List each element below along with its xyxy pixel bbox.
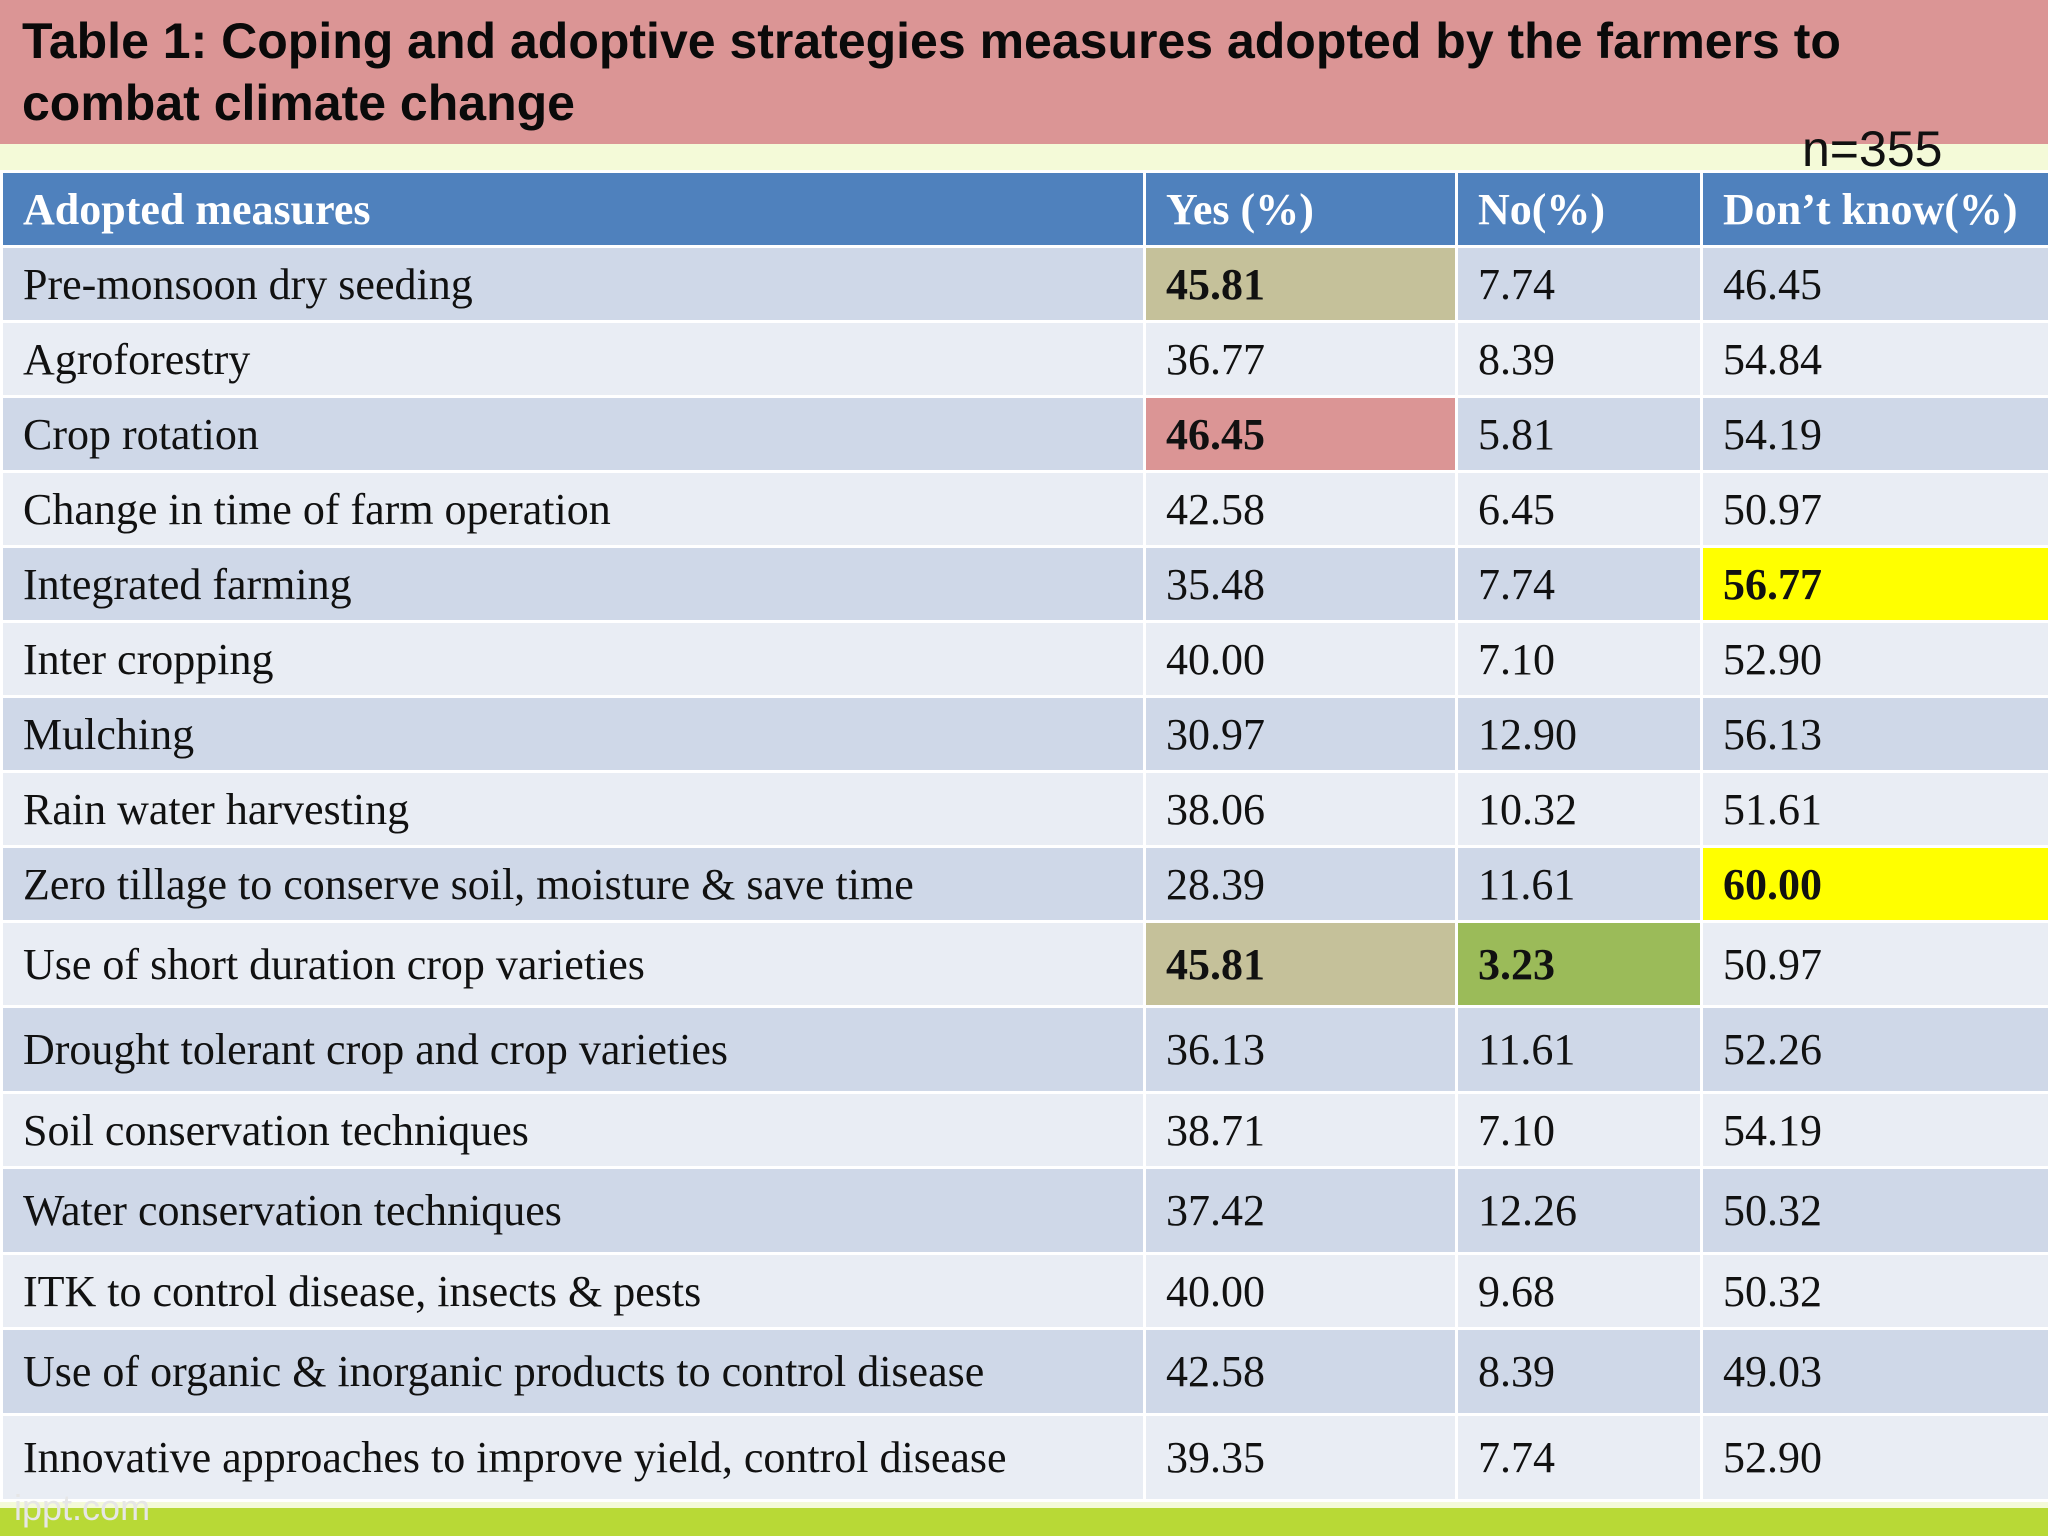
no-cell: 3.23	[1455, 920, 1703, 1008]
no-cell: 7.74	[1455, 1413, 1703, 1502]
header-adopted-measures: Adopted measures	[0, 170, 1146, 248]
measure-cell: Innovative approaches to improve yield, …	[0, 1413, 1146, 1502]
table-row: Water conservation techniques 37.42 12.2…	[0, 1166, 2048, 1255]
table-row: ITK to control disease, insects & pests …	[0, 1252, 2048, 1330]
yes-cell: 35.48	[1143, 545, 1458, 623]
header-yes: Yes (%)	[1143, 170, 1458, 248]
table-row: Mulching 30.97 12.90 56.13	[0, 695, 2048, 773]
table-row: Use of organic & inorganic products to c…	[0, 1327, 2048, 1416]
measure-cell: Use of organic & inorganic products to c…	[0, 1327, 1146, 1416]
yes-cell: 36.77	[1143, 320, 1458, 398]
measure-cell: Crop rotation	[0, 395, 1146, 473]
yes-cell: 40.00	[1143, 620, 1458, 698]
measure-cell: ITK to control disease, insects & pests	[0, 1252, 1146, 1330]
dont-know-cell: 51.61	[1700, 770, 2048, 848]
measure-cell: Use of short duration crop varieties	[0, 920, 1146, 1008]
dont-know-cell: 50.32	[1700, 1166, 2048, 1255]
dont-know-cell: 52.90	[1700, 1413, 2048, 1502]
yes-cell: 42.58	[1143, 470, 1458, 548]
dont-know-cell: 60.00	[1700, 845, 2048, 923]
dont-know-cell: 46.45	[1700, 245, 2048, 323]
measure-cell: Inter cropping	[0, 620, 1146, 698]
measure-cell: Rain water harvesting	[0, 770, 1146, 848]
dont-know-cell: 50.32	[1700, 1252, 2048, 1330]
dont-know-cell: 54.84	[1700, 320, 2048, 398]
table-row: Change in time of farm operation 42.58 6…	[0, 470, 2048, 548]
no-cell: 12.90	[1455, 695, 1703, 773]
measure-cell: Agroforestry	[0, 320, 1146, 398]
table-row: Crop rotation 46.45 5.81 54.19	[0, 395, 2048, 473]
table-row: Agroforestry 36.77 8.39 54.84	[0, 320, 2048, 398]
table-title: Table 1: Coping and adoptive strategies …	[22, 13, 1841, 131]
no-cell: 8.39	[1455, 320, 1703, 398]
dont-know-cell: 49.03	[1700, 1327, 2048, 1416]
dont-know-cell: 56.77	[1700, 545, 2048, 623]
yes-cell: 28.39	[1143, 845, 1458, 923]
bottom-accent-bar	[0, 1508, 2048, 1536]
dont-know-cell: 52.26	[1700, 1005, 2048, 1094]
measure-cell: Integrated farming	[0, 545, 1146, 623]
yes-cell: 40.00	[1143, 1252, 1458, 1330]
yes-cell: 46.45	[1143, 395, 1458, 473]
dont-know-cell: 52.90	[1700, 620, 2048, 698]
measure-cell: Pre-monsoon dry seeding	[0, 245, 1146, 323]
no-cell: 7.74	[1455, 545, 1703, 623]
yes-cell: 38.71	[1143, 1091, 1458, 1169]
yes-cell: 42.58	[1143, 1327, 1458, 1416]
yes-cell: 45.81	[1143, 245, 1458, 323]
table-row: Integrated farming 35.48 7.74 56.77	[0, 545, 2048, 623]
measure-cell: Change in time of farm operation	[0, 470, 1146, 548]
measure-cell: Water conservation techniques	[0, 1166, 1146, 1255]
table-row: Pre-monsoon dry seeding 45.81 7.74 46.45	[0, 245, 2048, 323]
table-row: Innovative approaches to improve yield, …	[0, 1413, 2048, 1502]
title-bar: Table 1: Coping and adoptive strategies …	[0, 0, 2048, 144]
header-no: No(%)	[1455, 170, 1703, 248]
yes-cell: 30.97	[1143, 695, 1458, 773]
strategies-table: Adopted measures Yes (%) No(%) Don’t kno…	[0, 170, 2048, 1502]
yes-cell: 36.13	[1143, 1005, 1458, 1094]
dont-know-cell: 50.97	[1700, 470, 2048, 548]
dont-know-cell: 50.97	[1700, 920, 2048, 1008]
watermark: ippt.com	[14, 1487, 151, 1528]
yes-cell: 39.35	[1143, 1413, 1458, 1502]
table-row: Use of short duration crop varieties 45.…	[0, 920, 2048, 1008]
measure-cell: Zero tillage to conserve soil, moisture …	[0, 845, 1146, 923]
dont-know-cell: 56.13	[1700, 695, 2048, 773]
yes-cell: 38.06	[1143, 770, 1458, 848]
no-cell: 10.32	[1455, 770, 1703, 848]
no-cell: 7.10	[1455, 620, 1703, 698]
table-row: Soil conservation techniques 38.71 7.10 …	[0, 1091, 2048, 1169]
header-dont-know: Don’t know(%)	[1700, 170, 2048, 248]
no-cell: 8.39	[1455, 1327, 1703, 1416]
table-row: Zero tillage to conserve soil, moisture …	[0, 845, 2048, 923]
dont-know-cell: 54.19	[1700, 1091, 2048, 1169]
table-header-row: Adopted measures Yes (%) No(%) Don’t kno…	[0, 170, 2048, 248]
sample-size-label: n=355	[1802, 121, 1943, 177]
no-cell: 5.81	[1455, 395, 1703, 473]
measure-cell: Mulching	[0, 695, 1146, 773]
no-cell: 12.26	[1455, 1166, 1703, 1255]
yes-cell: 37.42	[1143, 1166, 1458, 1255]
no-cell: 6.45	[1455, 470, 1703, 548]
no-cell: 11.61	[1455, 1005, 1703, 1094]
no-cell: 11.61	[1455, 845, 1703, 923]
yes-cell: 45.81	[1143, 920, 1458, 1008]
dont-know-cell: 54.19	[1700, 395, 2048, 473]
no-cell: 7.10	[1455, 1091, 1703, 1169]
table-row: Inter cropping 40.00 7.10 52.90	[0, 620, 2048, 698]
no-cell: 7.74	[1455, 245, 1703, 323]
no-cell: 9.68	[1455, 1252, 1703, 1330]
measure-cell: Soil conservation techniques	[0, 1091, 1146, 1169]
table-row: Drought tolerant crop and crop varieties…	[0, 1005, 2048, 1094]
measure-cell: Drought tolerant crop and crop varieties	[0, 1005, 1146, 1094]
table-row: Rain water harvesting 38.06 10.32 51.61	[0, 770, 2048, 848]
